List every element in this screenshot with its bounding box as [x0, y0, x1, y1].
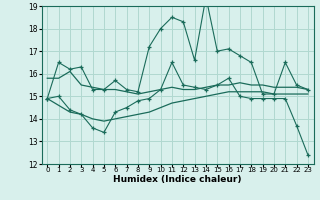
X-axis label: Humidex (Indice chaleur): Humidex (Indice chaleur) — [113, 175, 242, 184]
